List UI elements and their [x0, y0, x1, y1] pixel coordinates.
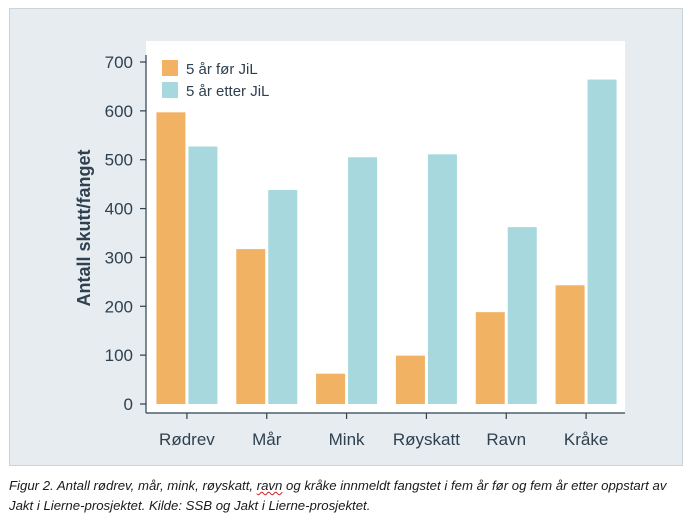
y-tick-label: 300	[105, 248, 133, 267]
caption-text-end: og kråke innmeldt fangstet i fem år før …	[9, 478, 667, 513]
caption-flagged-word: ravn	[256, 478, 283, 493]
y-axis-label: Antall skutt/fanget	[74, 149, 94, 306]
bar-after-mår	[268, 190, 298, 404]
plot-area	[146, 41, 625, 413]
y-tick-label: 400	[105, 200, 133, 219]
bar-before-mink	[316, 373, 346, 404]
y-tick-label: 0	[124, 395, 133, 414]
y-tick-label: 600	[105, 102, 133, 121]
legend-swatch-before	[162, 60, 178, 76]
y-tick-label: 100	[105, 346, 133, 365]
bar-after-røyskatt	[427, 154, 457, 404]
bar-after-kråke	[587, 79, 617, 405]
x-tick-label: Rødrev	[159, 430, 215, 449]
x-tick-label: Mink	[329, 430, 365, 449]
bar-chart: 0 100 200 300 400 500 600 700 Rødrev Mår Mink Røys…	[74, 41, 625, 449]
x-tick-label: Kråke	[564, 430, 608, 449]
bar-before-kråke	[555, 285, 585, 404]
bar-after-mink	[348, 157, 378, 404]
bar-before-rødrev	[156, 112, 186, 404]
y-tick-label: 200	[105, 297, 133, 316]
bar-before-røyskatt	[395, 355, 425, 404]
bar-before-mår	[236, 249, 266, 404]
bar-after-rødrev	[188, 146, 218, 404]
x-tick-label: Mår	[252, 430, 282, 449]
x-tick-label: Ravn	[486, 430, 526, 449]
bar-before-ravn	[475, 312, 505, 404]
legend-label-before: 5 år før JiL	[186, 61, 258, 78]
bar-after-ravn	[507, 227, 537, 404]
figure-caption: Figur 2. Antall rødrev, mår, mink, røysk…	[9, 476, 685, 516]
y-tick-label: 700	[105, 53, 133, 72]
caption-text-start: Figur 2. Antall rødrev, mår, mink, røysk…	[9, 478, 257, 493]
x-tick-label: Røyskatt	[393, 430, 460, 449]
legend-swatch-after	[162, 82, 178, 98]
y-tick-label: 500	[105, 151, 133, 170]
legend-label-after: 5 år etter JiL	[186, 83, 269, 100]
